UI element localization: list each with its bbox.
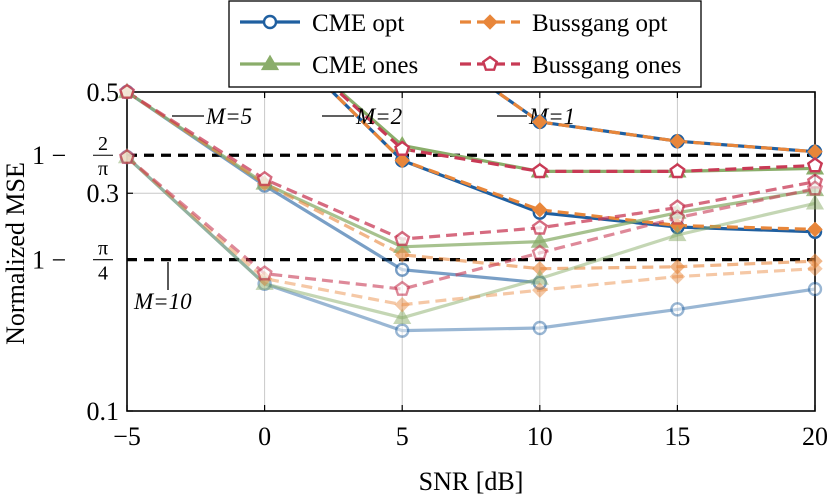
x-tick-label: 20: [802, 422, 828, 451]
legend-marker: [262, 14, 278, 30]
y-tick-label: 0.5: [87, 78, 120, 107]
data-point: [394, 296, 410, 313]
data-point: [118, 83, 136, 99]
data-point: [118, 148, 136, 165]
series-line-bussgang-opt-m5: [127, 92, 815, 271]
series-line-bussgang-opt-m2: [330, 92, 815, 231]
data-point: [806, 180, 824, 196]
data-point: [669, 259, 686, 275]
legend-marker: [260, 54, 280, 71]
annotation-label: M=5: [205, 104, 252, 129]
reference-label: 1 − π 4: [32, 238, 113, 285]
reference-label-numerator: π: [98, 238, 108, 260]
data-point: [532, 320, 547, 336]
data-point: [395, 323, 410, 338]
annotations: M=5 M=2 M=1M=10: [133, 104, 575, 314]
data-point: [395, 262, 410, 277]
data-point: [532, 114, 548, 130]
legend-entry-bussgang-ones: Bussgang ones: [460, 52, 681, 79]
x-tick-label: 15: [664, 422, 690, 451]
plot-frame: [126, 91, 816, 412]
x-tick-label: 10: [527, 422, 553, 451]
data-point: [394, 280, 411, 296]
reference-label-prefix: 1 −: [32, 141, 66, 170]
data-point: [806, 157, 824, 173]
x-axis-ticks: −5 0 5 10 15 20: [113, 92, 828, 451]
x-tick-label: −5: [113, 422, 141, 451]
reference-label-numerator: 2: [98, 133, 108, 155]
data-point: [669, 162, 686, 179]
data-point: [668, 225, 687, 242]
data-point: [530, 269, 549, 285]
data-point: [669, 209, 686, 225]
series-line-bussgang-opt-m1: [494, 92, 815, 154]
data-point: [807, 221, 823, 238]
annotation-m5: M=5: [172, 104, 252, 129]
data-point: [394, 230, 411, 247]
data-point: [394, 140, 411, 156]
legend-label: Bussgang ones: [532, 52, 681, 79]
series-line-cme-ones-m10: [127, 155, 815, 320]
y-axis-ticks: 0.1 0.3 0.5 1 − 2 π 1 − π 4: [32, 78, 133, 426]
data-point: [256, 170, 273, 187]
annotation-label: M=2: [355, 104, 402, 129]
legend-entry-bussgang-opt: Bussgang opt: [460, 10, 667, 37]
data-point: [532, 282, 548, 298]
data-point: [531, 162, 548, 179]
data-point: [669, 268, 686, 285]
series-line-bussgang-ones-m10: [127, 155, 815, 291]
series-line-bussgang-opt-m10: [127, 155, 815, 307]
y-tick-label: 0.3: [87, 179, 120, 208]
x-tick-label: 0: [258, 422, 271, 451]
data-point: [531, 219, 548, 235]
data-point: [256, 265, 273, 281]
legend-box: [228, 0, 702, 88]
legend-label: CME ones: [312, 52, 418, 79]
reference-label-prefix: 1 −: [32, 246, 66, 275]
data-point: [394, 152, 410, 169]
reference-lines: [127, 153, 815, 262]
data-point: [807, 261, 823, 277]
data-point: [394, 247, 410, 263]
annotation-label: M=10: [133, 289, 192, 314]
legend-entry-cme-opt: CME opt: [240, 10, 404, 37]
reference-label: 1 − 2 π: [32, 133, 113, 180]
annotation-m2: M=2: [322, 104, 402, 129]
marker-layer: [117, 82, 825, 338]
reference-label-denominator: π: [98, 158, 108, 180]
legend-entry-cme-ones: CME ones: [240, 52, 418, 79]
data-point: [805, 194, 825, 210]
data-point: [531, 244, 548, 260]
legend-marker: [482, 14, 498, 30]
legend-label: Bussgang opt: [532, 10, 667, 37]
data-point: [807, 281, 823, 297]
legend: CME opt Bussgang opt CME ones Bussgang ones: [228, 0, 702, 88]
data-point: [393, 308, 412, 324]
annotation-m10: M=10: [133, 262, 192, 314]
data-point: [670, 302, 685, 317]
y-axis-label: Normalized MSE: [1, 162, 30, 345]
data-point: [532, 202, 548, 218]
reference-label-denominator: 4: [98, 263, 108, 285]
data-point: [255, 274, 274, 290]
legend-label: CME opt: [312, 10, 404, 37]
legend-marker: [481, 55, 499, 71]
series-line-bussgang-ones-m5: [127, 92, 815, 241]
y-tick-label: 0.1: [87, 397, 120, 426]
x-axis-label: SNR [dB]: [419, 467, 524, 496]
data-point: [669, 133, 686, 149]
x-tick-label: 5: [396, 422, 409, 451]
data-point: [807, 253, 823, 269]
